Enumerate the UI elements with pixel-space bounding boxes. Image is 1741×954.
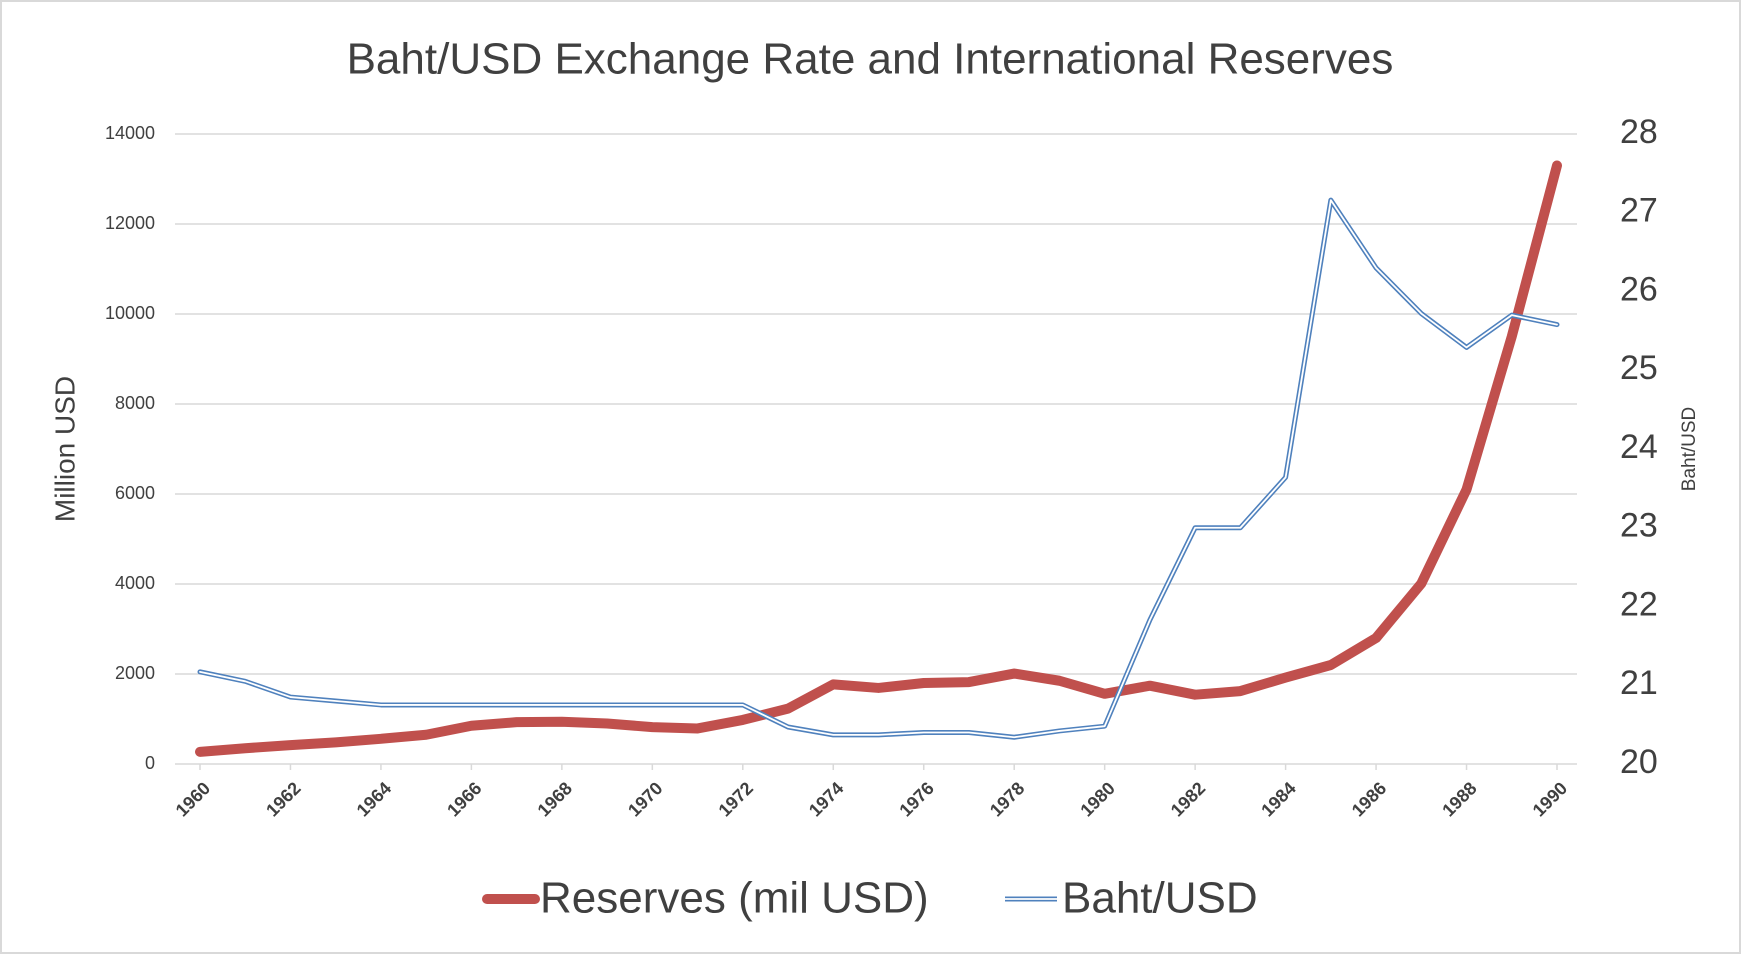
- series-line: [195, 160, 1562, 757]
- chart-title: Baht/USD Exchange Rate and International…: [347, 35, 1394, 84]
- y2-tick-label: 25: [1620, 349, 1658, 387]
- y2-tick-label: 20: [1620, 743, 1658, 781]
- y2-tick-label: 23: [1620, 507, 1658, 545]
- legend-label: Baht/USD: [1062, 874, 1258, 923]
- y-tick-label: 4000: [115, 573, 155, 593]
- y-tick-label: 10000: [105, 303, 155, 323]
- legend-label: Reserves (mil USD): [540, 874, 929, 923]
- y2-tick-label: 22: [1620, 585, 1658, 623]
- y2-axis-title: Baht/USD: [1679, 407, 1700, 491]
- y-tick-label: 8000: [115, 393, 155, 413]
- y-tick-label: 14000: [105, 123, 155, 143]
- y2-tick-label: 21: [1620, 664, 1658, 702]
- y-tick-label: 6000: [115, 483, 155, 503]
- y2-tick-label: 27: [1620, 192, 1658, 230]
- y-tick-label: 0: [145, 753, 155, 773]
- y-tick-label: 12000: [105, 213, 155, 233]
- y2-tick-label: 28: [1620, 113, 1658, 151]
- y2-tick-label: 24: [1620, 428, 1658, 466]
- y-tick-label: 2000: [115, 663, 155, 683]
- series-line-inner: [199, 199, 1558, 739]
- y2-tick-label: 26: [1620, 270, 1658, 308]
- y-axis-title: Million USD: [49, 376, 80, 522]
